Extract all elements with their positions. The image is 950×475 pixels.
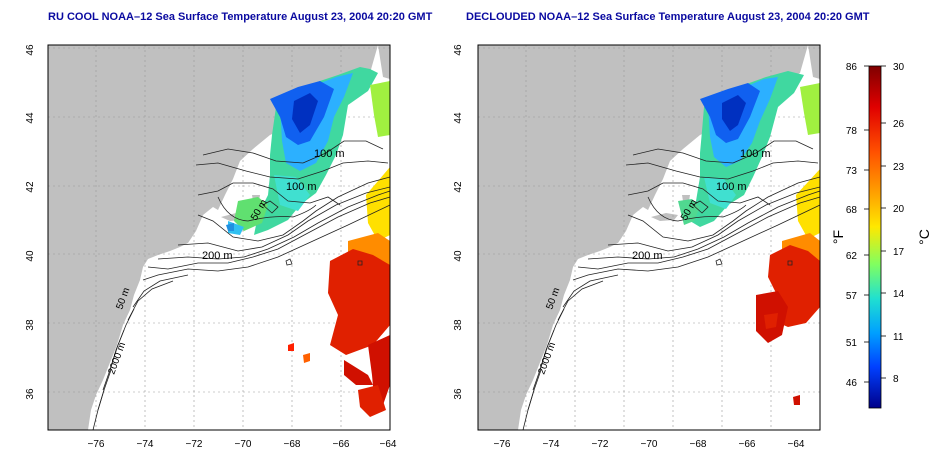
- left-contour-label-2: 100 m: [286, 181, 317, 193]
- left-xtick-label: −66: [333, 439, 350, 450]
- right-ytick-label: 38: [453, 319, 464, 331]
- right-map-panel: 100 m 100 m 50 m 200 m 50 m 2000 m: [477, 44, 821, 431]
- right-xtick-label: −76: [494, 439, 511, 450]
- left-ytick-label: 42: [25, 181, 36, 193]
- right-ytick-label: 36: [453, 388, 464, 400]
- left-xtick-label: −74: [137, 439, 154, 450]
- right-map-frame: [477, 44, 821, 431]
- c-tick-label: 20: [893, 204, 905, 215]
- left-xtick-label: −70: [235, 439, 252, 450]
- left-map-frame: [47, 44, 391, 431]
- right-x-axis: −76 −74 −72 −70 −68 −66 −64: [494, 439, 805, 450]
- f-tick-label: 46: [846, 378, 858, 389]
- c-tick-label: 14: [893, 289, 905, 300]
- right-xtick-label: −74: [543, 439, 560, 450]
- right-ytick-label: 42: [453, 181, 464, 193]
- left-xtick-label: −68: [284, 439, 301, 450]
- left-map-panel: 100 m 100 m 50 m 200 m 50 m 2000 m: [47, 44, 391, 431]
- left-ytick-label: 44: [25, 112, 36, 124]
- right-xtick-label: −70: [641, 439, 658, 450]
- right-xtick-label: −64: [788, 439, 805, 450]
- f-tick-label: 62: [846, 251, 858, 262]
- c-tick-label: 17: [893, 247, 905, 258]
- right-ytick-label: 46: [453, 44, 464, 56]
- right-contour-label-4: 200 m: [632, 250, 663, 262]
- c-tick-label: 11: [893, 332, 904, 343]
- left-xtick-label: −72: [186, 439, 203, 450]
- f-tick-label: 78: [846, 126, 858, 137]
- f-tick-label: 51: [846, 338, 858, 349]
- colorbar-c-tickmarks: [881, 65, 886, 379]
- f-tick-label: 68: [846, 205, 858, 216]
- right-xtick-label: −68: [690, 439, 707, 450]
- colorbar-f-ticks: 86 78 73 68 62 57 51 46: [846, 62, 858, 389]
- c-tick-label: 8: [893, 374, 899, 385]
- right-contour-label-2: 100 m: [716, 181, 747, 193]
- left-contour-label-4: 200 m: [202, 250, 233, 262]
- right-map-title: DECLOUDED NOAA–12 Sea Surface Temperatur…: [466, 11, 870, 23]
- left-xtick-label: −76: [88, 439, 105, 450]
- left-map-title: RU COOL NOAA–12 Sea Surface Temperature …: [48, 11, 433, 23]
- colorbar-c-ticks: 30 26 23 20 17 14 11 8: [893, 62, 905, 385]
- colorbar-fahrenheit-label: °F: [830, 230, 846, 244]
- right-y-axis: 36 38 40 42 44 46: [453, 44, 464, 400]
- right-xtick-label: −72: [592, 439, 609, 450]
- left-ytick-label: 36: [25, 388, 36, 400]
- right-contour-label-1: 100 m: [740, 148, 771, 160]
- c-tick-label: 30: [893, 62, 905, 73]
- c-tick-label: 23: [893, 162, 905, 173]
- left-sst-extra-warm: [288, 343, 386, 417]
- left-x-axis: −76 −74 −72 −70 −68 −66 −64: [88, 439, 397, 450]
- left-ytick-label: 46: [25, 44, 36, 56]
- right-ytick-label: 40: [453, 250, 464, 262]
- right-sst-cool-region: [678, 71, 820, 227]
- right-ytick-label: 44: [453, 112, 464, 124]
- right-xtick-label: −66: [739, 439, 756, 450]
- colorbar-gradient: [868, 65, 882, 409]
- f-tick-label: 73: [846, 166, 858, 177]
- colorbar-f-tickmarks: [864, 65, 869, 383]
- colorbar-celsius-label: °C: [916, 229, 932, 245]
- f-tick-label: 86: [846, 62, 858, 73]
- left-ytick-label: 38: [25, 319, 36, 331]
- left-y-axis: 36 38 40 42 44 46: [25, 44, 36, 400]
- left-sst-cool-region: [226, 67, 390, 235]
- left-xtick-label: −64: [380, 439, 397, 450]
- left-contour-label-1: 100 m: [314, 148, 345, 160]
- temperature-colorbar: 86 78 73 68 62 57 51 46 30 26 23 20 17 1…: [830, 62, 932, 409]
- right-sst-warm-region: [756, 169, 820, 405]
- left-ytick-label: 40: [25, 250, 36, 262]
- c-tick-label: 26: [893, 119, 905, 130]
- f-tick-label: 57: [846, 291, 858, 302]
